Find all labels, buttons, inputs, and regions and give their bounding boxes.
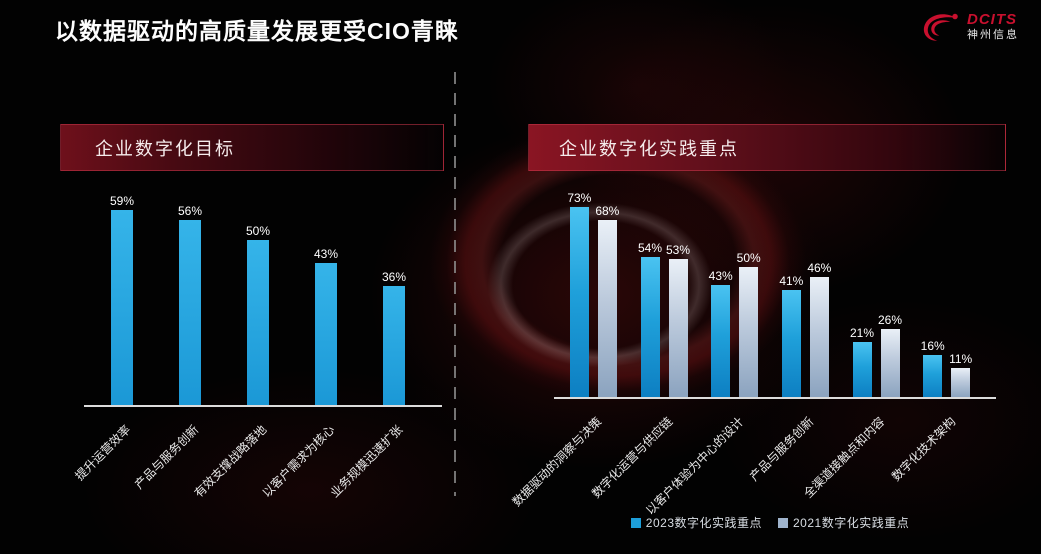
x-axis-line [84, 405, 442, 407]
bar [179, 220, 201, 405]
bar [739, 267, 759, 397]
chart-title-goals: 企业数字化目标 [95, 138, 235, 159]
bar [781, 290, 801, 397]
bar [852, 342, 872, 397]
logo-brand-text: DCITS [967, 11, 1017, 28]
bar [668, 259, 688, 397]
legend-swatch [630, 517, 641, 528]
legend-item: 2023数字化实践重点 [630, 514, 762, 531]
legend-label: 2021数字化实践重点 [793, 516, 910, 530]
brand-logo: DCITS 神州信息 [919, 10, 1019, 44]
chart-legend: 2023数字化实践重点 2021数字化实践重点 [558, 514, 982, 531]
vertical-dashed-divider [454, 72, 456, 496]
logo-text: DCITS 神州信息 [967, 12, 1019, 42]
category-label: 提升运营效率 [72, 422, 134, 484]
bar [569, 207, 589, 397]
bar [923, 355, 943, 397]
value-label: 43% [313, 247, 339, 261]
bar [111, 210, 133, 405]
value-label: 16% [920, 339, 945, 353]
bar [383, 286, 405, 405]
bar [640, 257, 660, 397]
value-label: 11% [949, 352, 973, 366]
category-label: 业务规模迅速扩张 [327, 422, 406, 501]
value-label: 46% [807, 261, 832, 275]
bar-chart-goals-category-labels: 提升运营效率 产品与服务创新 有效支撑战略落地 以客户需求为核心 业务规模迅速扩张 [72, 413, 428, 523]
logo-subtitle-text: 神州信息 [967, 29, 1019, 41]
x-axis-line [554, 397, 996, 399]
bar [247, 240, 269, 405]
bar-chart-practice-category-labels: 数据驱动的洞察与决策 数字化运营与供应链 以客户体验为中心的设计 产品与服务创新 全渠道… [510, 405, 982, 517]
legend-item: 2021数字化实践重点 [778, 514, 909, 531]
category-label: 产品与服务创新 [747, 414, 817, 484]
value-label: 73% [567, 191, 592, 205]
logo-swirl-icon [923, 13, 958, 41]
value-label: 36% [381, 270, 407, 284]
bar [880, 329, 900, 397]
bar-chart-goals: 59% 56% 50% 43% 36% [84, 194, 442, 407]
bar-chart-practice: 73% 68% 54% 53% 43% 50% 41% 46% 21% 26% 16% 11% [554, 190, 996, 399]
value-label: 54% [637, 241, 663, 255]
value-label: 56% [177, 204, 203, 218]
page-title: 以数据驱动的高质量发展更受CIO青睐 [55, 18, 459, 44]
bar [315, 263, 337, 405]
value-label: 50% [245, 224, 271, 238]
bar [951, 368, 971, 397]
category-label: 产品与服务创新 [132, 422, 202, 492]
value-label: 21% [849, 326, 875, 340]
value-label: 50% [736, 251, 761, 265]
value-label: 26% [877, 313, 903, 327]
chart-title-practice: 企业数字化实践重点 [559, 138, 739, 159]
category-label: 数字化技术架构 [888, 414, 958, 484]
value-label: 41% [779, 274, 804, 288]
bar [711, 285, 731, 397]
bar [597, 220, 617, 397]
chart-header-practice: 企业数字化实践重点 [528, 124, 1006, 171]
value-label: 43% [708, 269, 733, 283]
category-label: 数据驱动的洞察与决策 [509, 414, 605, 510]
legend-swatch [778, 517, 788, 528]
value-label: 68% [595, 204, 620, 218]
legend-label: 2023数字化实践重点 [645, 516, 762, 530]
bar [809, 277, 829, 397]
value-label: 53% [665, 243, 691, 257]
chart-header-goals: 企业数字化目标 [60, 124, 444, 171]
value-label: 59% [109, 194, 135, 208]
